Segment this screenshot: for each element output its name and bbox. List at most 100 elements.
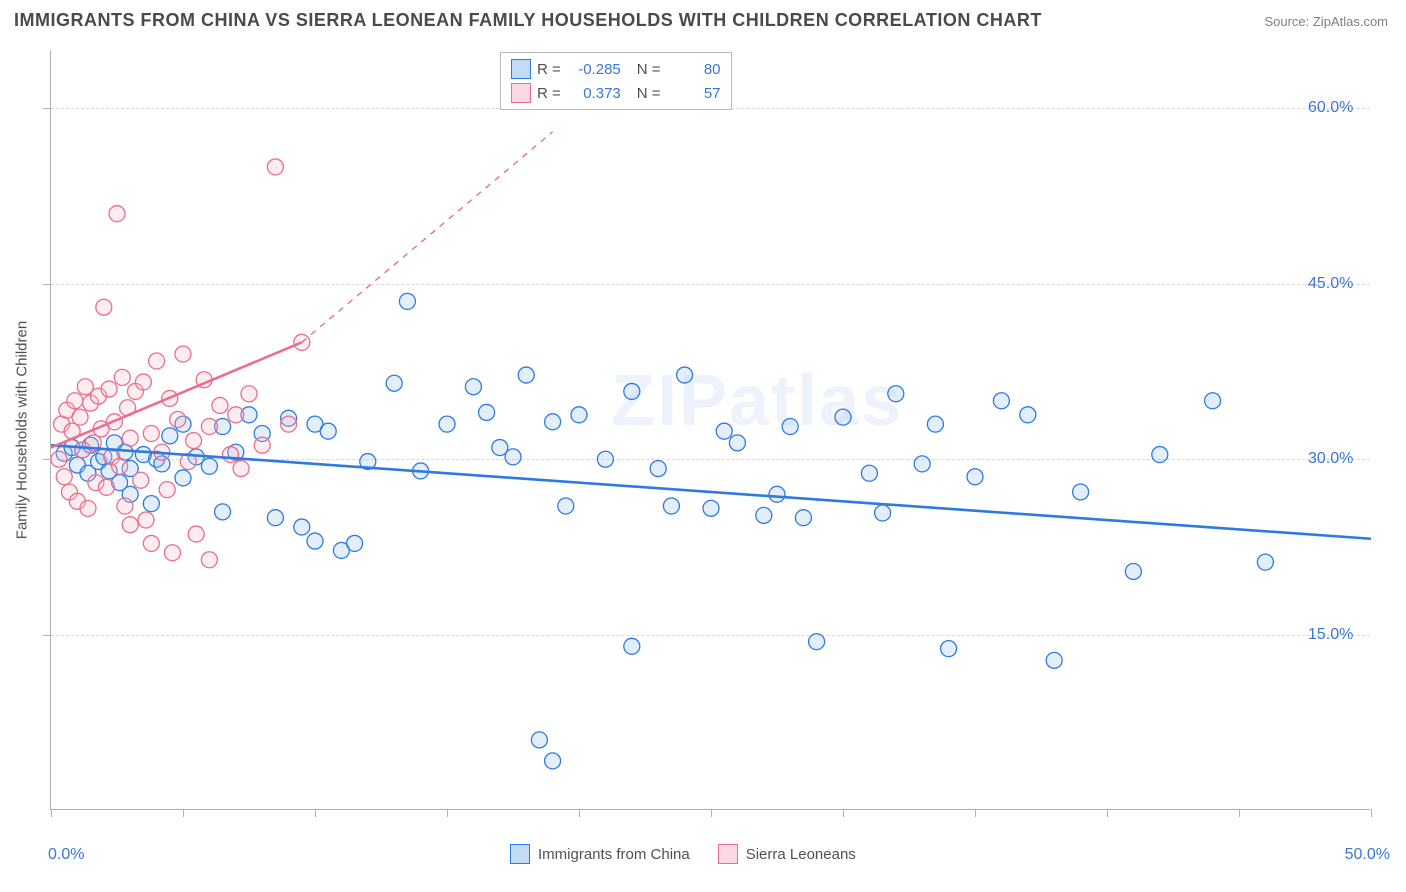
data-point [281, 416, 297, 432]
x-tick [183, 809, 184, 817]
data-point [188, 526, 204, 542]
data-point [479, 404, 495, 420]
x-tick-label-min: 0.0% [48, 846, 84, 864]
data-point [927, 416, 943, 432]
y-tick [43, 635, 51, 636]
x-tick [447, 809, 448, 817]
data-point [96, 299, 112, 315]
data-point [809, 634, 825, 650]
data-point [993, 393, 1009, 409]
data-point [175, 346, 191, 362]
legend-item: Immigrants from China [510, 844, 690, 864]
data-point [703, 500, 719, 516]
data-point [347, 535, 363, 551]
y-tick [43, 284, 51, 285]
data-point [294, 519, 310, 535]
data-point [729, 435, 745, 451]
series-legend: Immigrants from China Sierra Leoneans [510, 844, 856, 864]
data-point [677, 367, 693, 383]
source-attribution: Source: ZipAtlas.com [1264, 14, 1388, 29]
stat-label-n: N = [637, 61, 661, 78]
data-point [72, 409, 88, 425]
data-point [1125, 563, 1141, 579]
scatter-svg [51, 50, 1371, 810]
data-point [782, 418, 798, 434]
x-tick-label-max: 50.0% [1345, 846, 1390, 864]
data-point [1020, 407, 1036, 423]
data-point [795, 510, 811, 526]
data-point [386, 375, 402, 391]
data-point [122, 430, 138, 446]
data-point [307, 533, 323, 549]
data-point [98, 479, 114, 495]
data-point [914, 456, 930, 472]
data-point [122, 517, 138, 533]
stat-value-n: 80 [667, 61, 721, 78]
data-point [505, 449, 521, 465]
y-tick [43, 108, 51, 109]
x-tick [579, 809, 580, 817]
data-point [215, 504, 231, 520]
y-tick-label: 15.0% [1308, 626, 1398, 644]
data-point [465, 379, 481, 395]
data-point [624, 383, 640, 399]
stat-label-r: R = [537, 61, 561, 78]
data-point [112, 458, 128, 474]
data-point [201, 552, 217, 568]
data-point [254, 437, 270, 453]
data-point [109, 206, 125, 222]
x-tick [843, 809, 844, 817]
data-point [138, 512, 154, 528]
data-point [117, 498, 133, 514]
data-point [1257, 554, 1273, 570]
data-point [143, 426, 159, 442]
data-point [51, 451, 67, 467]
y-tick-label: 30.0% [1308, 450, 1398, 468]
data-point [835, 409, 851, 425]
data-point [571, 407, 587, 423]
legend-stat-row: R =0.373N =57 [511, 81, 721, 105]
x-tick [1371, 809, 1372, 817]
x-tick [975, 809, 976, 817]
chart-title: IMMIGRANTS FROM CHINA VS SIERRA LEONEAN … [14, 10, 1042, 31]
trend-line-extended [302, 132, 553, 342]
y-tick [43, 459, 51, 460]
data-point [233, 461, 249, 477]
data-point [1205, 393, 1221, 409]
data-point [267, 159, 283, 175]
stat-value-r: -0.285 [567, 61, 621, 78]
legend-swatch [511, 83, 531, 103]
data-point [162, 428, 178, 444]
data-point [861, 465, 877, 481]
data-point [1152, 447, 1168, 463]
data-point [212, 397, 228, 413]
data-point [1046, 652, 1062, 668]
data-point [941, 641, 957, 657]
data-point [518, 367, 534, 383]
data-point [558, 498, 574, 514]
legend-swatch [511, 59, 531, 79]
data-point [149, 353, 165, 369]
legend-label: Sierra Leoneans [746, 846, 856, 863]
x-tick [1107, 809, 1108, 817]
data-point [143, 535, 159, 551]
data-point [175, 470, 191, 486]
legend-stat-row: R = -0.285 N = 80 [511, 57, 721, 81]
data-point [201, 458, 217, 474]
data-point [135, 374, 151, 390]
data-point [80, 500, 96, 516]
data-point [133, 472, 149, 488]
data-point [320, 423, 336, 439]
data-point [399, 293, 415, 309]
y-tick-label: 45.0% [1308, 275, 1398, 293]
data-point [888, 386, 904, 402]
trend-line [51, 445, 1371, 539]
data-point [531, 732, 547, 748]
y-axis-label: Family Households with Children [14, 321, 31, 539]
data-point [663, 498, 679, 514]
legend-item: Sierra Leoneans [718, 844, 856, 864]
stat-label-r: R = [537, 85, 561, 102]
x-tick [1239, 809, 1240, 817]
data-point [967, 469, 983, 485]
data-point [650, 461, 666, 477]
